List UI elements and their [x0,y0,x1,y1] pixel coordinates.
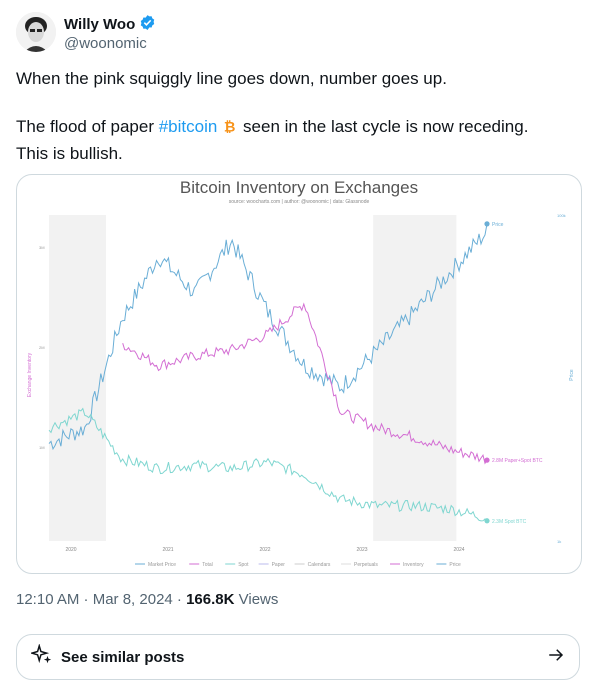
tweet-text: When the pink squiggly line goes down, n… [16,67,576,166]
see-similar-posts-label: See similar posts [61,648,185,666]
tweet-line-2: The flood of paper #bitcoin ₿ seen in the… [16,115,576,142]
tweet-line-1: When the pink squiggly line goes down, n… [16,69,447,88]
series-end-label: 2.8M Paper+Spot BTC [492,458,543,464]
left-tick-label: 3M [39,245,45,250]
timestamp[interactable]: 12:10 AM · Mar 8, 2024 · [16,591,187,608]
legend-item-label: Total [202,562,213,568]
tweet-line-3: This is bullish. [16,144,123,163]
x-tick-label: 2021 [162,547,173,553]
legend-item-label: Price [449,562,461,568]
y-axis-label-right: Price [569,369,575,381]
legend-item-label: Paper [272,562,286,568]
x-tick-label: 2022 [259,547,270,553]
views-label: Views [234,591,279,608]
series-line-price [48,223,488,451]
chart-image-card[interactable]: Bitcoin Inventory on Exchanges source: w… [16,174,582,574]
series-end-marker [484,518,490,524]
author-name[interactable]: Willy Woo [64,16,136,33]
series-line-paper-spot-btc [122,302,488,465]
series-line-spot-btc [48,407,488,522]
x-tick-label: 2020 [65,547,76,553]
chart-svg: Bitcoin Inventory on Exchanges source: w… [27,178,575,568]
author-name-row[interactable]: Willy Woo [64,14,156,35]
arrow-right-icon [547,646,565,669]
x-tick-label: 2023 [356,547,367,553]
x-tick-label: 2024 [453,547,464,553]
series-end-label: 2.3M Spot BTC [492,519,527,525]
svg-text:₿: ₿ [224,119,236,135]
series-end-marker [484,457,490,463]
left-tick-label: 1M [39,445,45,450]
legend-item-label: Spot [238,562,249,568]
see-similar-posts-button[interactable]: See similar posts [16,634,580,680]
shaded-region-0 [49,215,106,541]
right-tick-label: 100k [557,213,566,218]
sparkle-icon [29,642,53,671]
avatar[interactable] [16,12,56,52]
author-handle[interactable]: @woonomic [64,35,147,52]
legend-item-label: Calendars [308,562,331,568]
bitcoin-icon: ₿ [221,118,238,142]
verified-icon [139,14,156,35]
post-meta: 12:10 AM · Mar 8, 2024 · 166.8K Views [16,591,278,608]
left-tick-label: 2M [39,345,45,350]
views-count: 166.8K [186,591,235,608]
shaded-region-1 [373,215,457,541]
series-end-label: Price [492,222,504,228]
y-axis-label: Exchange Inventory [27,352,33,397]
legend-item-label: Inventory [403,562,424,568]
series-end-marker [484,221,490,227]
legend-item-label: Market Price [148,562,176,568]
hashtag-link[interactable]: #bitcoin [158,117,218,136]
chart-source: source: woocharts.com | author: @woonomi… [229,199,370,205]
chart-title: Bitcoin Inventory on Exchanges [180,178,418,197]
legend-item-label: Perpetuals [354,562,378,568]
right-tick-label: 1k [557,539,561,544]
